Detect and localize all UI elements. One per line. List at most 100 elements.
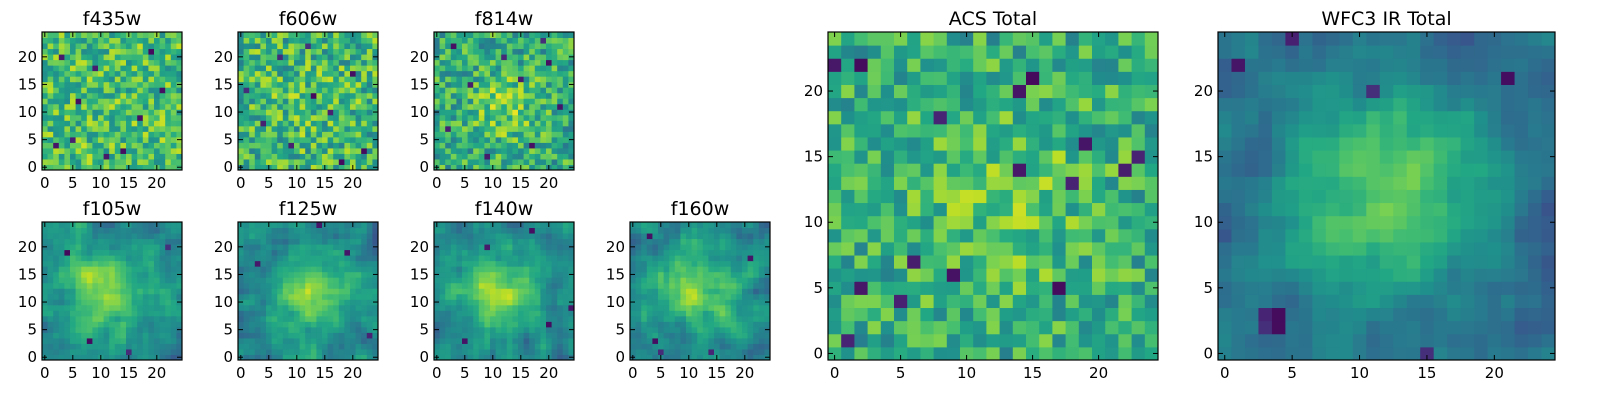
heatmap-cell xyxy=(137,98,144,105)
heatmap-cell xyxy=(646,255,653,262)
heatmap-cell xyxy=(305,164,312,171)
heatmap-cell xyxy=(154,142,161,149)
heatmap-cell xyxy=(534,48,541,55)
heatmap-cell xyxy=(714,249,721,256)
heatmap-cell xyxy=(439,348,446,355)
heatmap-cell xyxy=(523,48,530,55)
heatmap-cell xyxy=(75,293,82,300)
heatmap-cell xyxy=(131,348,138,355)
panel-title: f125w xyxy=(279,198,338,220)
heatmap-cell xyxy=(445,321,452,328)
heatmap-cell xyxy=(53,142,60,149)
heatmap-cell xyxy=(338,48,345,55)
heatmap-cell xyxy=(75,136,82,143)
heatmap-cell xyxy=(47,131,54,138)
heatmap-cell xyxy=(81,92,88,99)
heatmap-cell xyxy=(299,304,306,311)
heatmap-cell xyxy=(506,332,513,339)
heatmap-cell xyxy=(1092,228,1106,243)
heatmap-cell xyxy=(568,343,575,350)
heatmap-cell xyxy=(372,315,379,322)
heatmap-cell xyxy=(764,233,771,240)
heatmap-cell xyxy=(154,233,161,240)
heatmap-cell xyxy=(562,238,569,245)
heatmap-cell xyxy=(120,65,127,72)
heatmap-cell xyxy=(490,260,497,267)
heatmap-cell xyxy=(445,54,452,61)
heatmap-cell xyxy=(635,299,642,306)
y-tick-label: 10 xyxy=(214,103,233,121)
x-tick-label: 10 xyxy=(483,364,502,382)
heatmap-cell xyxy=(540,92,547,99)
heatmap-cell xyxy=(450,65,457,72)
heatmap-cell xyxy=(680,260,687,267)
heatmap-cell xyxy=(148,98,155,105)
heatmap-cell xyxy=(841,202,855,217)
heatmap-cell xyxy=(109,348,116,355)
y-tick-label: 5 xyxy=(419,131,429,149)
heatmap-cell xyxy=(434,277,441,284)
heatmap-cell xyxy=(126,260,133,267)
heatmap-cell xyxy=(238,43,245,50)
heatmap-cell xyxy=(266,299,273,306)
heatmap-cell xyxy=(742,227,749,234)
heatmap-cell xyxy=(495,321,502,328)
heatmap-cell xyxy=(344,227,351,234)
heatmap-cell xyxy=(86,238,93,245)
heatmap-cell xyxy=(81,326,88,333)
heatmap-cell xyxy=(473,98,480,105)
heatmap-cell xyxy=(109,227,116,234)
heatmap-cell xyxy=(372,98,379,105)
heatmap-cell xyxy=(159,70,166,77)
heatmap-cell xyxy=(641,293,648,300)
heatmap-cell xyxy=(462,120,469,127)
heatmap-cell xyxy=(478,271,485,278)
heatmap-cell xyxy=(120,92,127,99)
heatmap-cell xyxy=(680,326,687,333)
heatmap-cell xyxy=(176,233,183,240)
heatmap-cell xyxy=(159,348,166,355)
heatmap-cell xyxy=(456,293,463,300)
heatmap-cell xyxy=(159,271,166,278)
heatmap-cell xyxy=(81,277,88,284)
heatmap-cell xyxy=(484,54,491,61)
heatmap-cell xyxy=(81,98,88,105)
heatmap-cell xyxy=(484,147,491,154)
y-tick-label: 10 xyxy=(18,103,37,121)
heatmap-cell xyxy=(506,142,513,149)
heatmap-cell xyxy=(501,158,508,165)
heatmap-cell xyxy=(148,32,155,39)
heatmap-cell xyxy=(249,227,256,234)
heatmap-cell xyxy=(109,282,116,289)
heatmap-cell xyxy=(64,109,71,116)
heatmap-cell xyxy=(1131,202,1146,217)
heatmap-cell xyxy=(92,131,99,138)
heatmap-cell xyxy=(299,326,306,333)
heatmap-cell xyxy=(686,233,693,240)
heatmap-cell xyxy=(658,244,665,251)
heatmap-cell xyxy=(730,293,737,300)
heatmap-cell xyxy=(434,255,441,262)
heatmap-cell xyxy=(568,131,575,138)
heatmap-cell xyxy=(243,282,250,289)
heatmap-cell xyxy=(635,315,642,322)
heatmap-cell xyxy=(758,288,765,295)
heatmap-cell xyxy=(714,337,721,344)
heatmap-cell xyxy=(254,59,261,66)
heatmap-cell xyxy=(495,249,502,256)
heatmap-cell xyxy=(126,103,133,110)
heatmap-cell xyxy=(495,54,502,61)
heatmap-cell xyxy=(58,321,65,328)
heatmap-cell xyxy=(254,310,261,317)
heatmap-cell xyxy=(1131,241,1146,256)
heatmap-cell xyxy=(271,87,278,94)
heatmap-cell xyxy=(478,282,485,289)
heatmap-cell xyxy=(518,315,525,322)
heatmap-cell xyxy=(355,227,362,234)
heatmap-cell xyxy=(305,244,312,251)
heatmap-cell xyxy=(266,54,273,61)
heatmap-cell xyxy=(288,153,295,160)
heatmap-cell xyxy=(680,299,687,306)
heatmap-cell xyxy=(47,37,54,44)
heatmap-cell xyxy=(546,277,553,284)
